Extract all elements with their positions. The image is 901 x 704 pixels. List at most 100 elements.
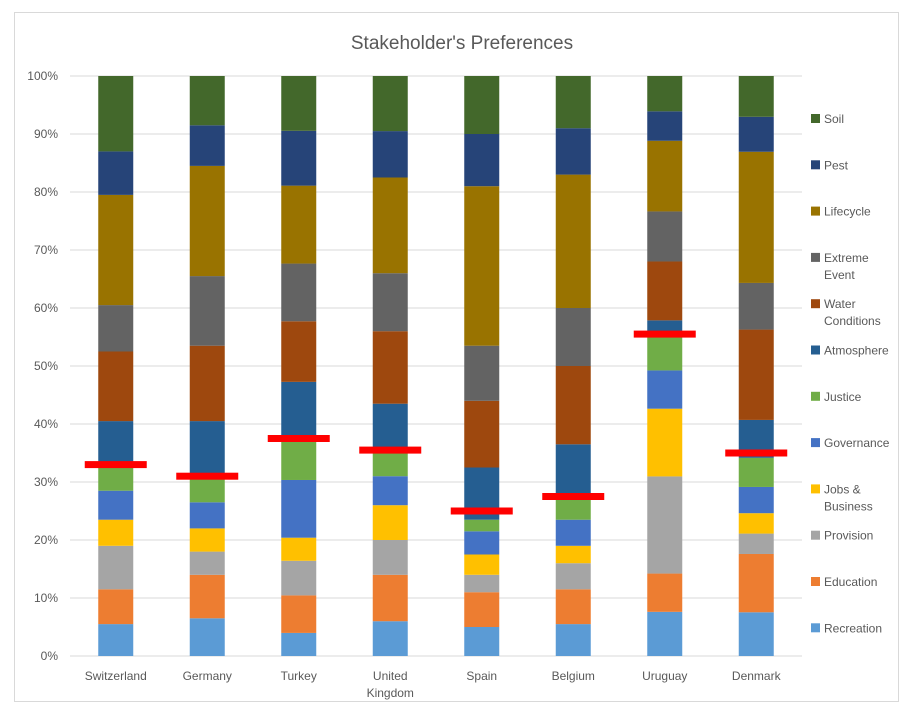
- bar-segment: [464, 186, 500, 346]
- legend-swatch: [811, 345, 820, 355]
- bar-segment: [647, 408, 683, 477]
- threshold-marker: [359, 446, 422, 454]
- bar-segment: [281, 560, 317, 596]
- chart-svg: Stakeholder's Preferences 0% 10% 20% 30% 40%…: [27, 33, 890, 700]
- bar-segment: [372, 131, 408, 178]
- legend-swatch: [811, 299, 820, 309]
- x-tick-label: United Kingdom: [367, 669, 414, 700]
- bar-segment: [189, 618, 225, 656]
- bar-segment: [647, 320, 683, 333]
- bar-segment: [372, 505, 408, 540]
- bar-segment: [98, 545, 134, 590]
- bar-segment: [647, 140, 683, 212]
- bar-segment: [555, 174, 591, 308]
- bar-segment: [281, 185, 317, 264]
- y-tick-label: 0%: [41, 649, 59, 663]
- bar-segment: [281, 381, 317, 440]
- bar-segment: [738, 329, 774, 420]
- bar-segment: [189, 421, 225, 480]
- y-tick-label: 90%: [34, 127, 58, 141]
- x-tick-label: Spain: [466, 669, 497, 683]
- bar-segment: [555, 128, 591, 175]
- bar-segment: [738, 486, 774, 514]
- bar-segment: [98, 519, 134, 546]
- legend-swatch: [811, 577, 820, 586]
- y-tick-label: 40%: [34, 417, 58, 431]
- threshold-markers: [84, 330, 788, 515]
- bar-segment: [98, 76, 134, 152]
- bar-segment: [98, 490, 134, 520]
- legend-swatch: [811, 160, 820, 170]
- bar-segment: [464, 134, 500, 187]
- y-tick-label: 30%: [34, 475, 58, 489]
- bar-segment: [464, 592, 500, 627]
- bar-segment: [738, 533, 774, 554]
- bar-segment: [647, 76, 683, 112]
- legend-swatch: [811, 484, 820, 494]
- bar-segment: [464, 627, 500, 656]
- bar-segment: [98, 151, 134, 195]
- bar-segment: [189, 502, 225, 529]
- bar-segment: [281, 537, 317, 561]
- x-tick-label: Turkey: [281, 669, 317, 683]
- y-axis-ticks: 0% 10% 20% 30% 40% 50% 60% 70% 80% 90% 100%: [27, 69, 58, 663]
- bar-segment: [281, 479, 317, 538]
- legend-item: Governance: [811, 436, 890, 450]
- threshold-marker: [267, 435, 330, 442]
- legend-item: Soil: [811, 112, 844, 126]
- chart-frame: Stakeholder's Preferences 0% 10% 20% 30% 40%…: [14, 12, 899, 702]
- bar-segment: [738, 513, 774, 534]
- legend-swatch: [811, 114, 820, 123]
- x-tick-label: Switzerland: [85, 669, 147, 683]
- bar-segment: [98, 464, 134, 491]
- bar-stack: [281, 76, 317, 656]
- chart-title: Stakeholder's Preferences: [351, 33, 573, 54]
- bar-segment: [555, 624, 591, 656]
- bar-segment: [189, 165, 225, 277]
- legend-item: Justice: [811, 390, 862, 404]
- bar-segment: [98, 421, 134, 465]
- bar-segment: [738, 76, 774, 117]
- bar-segment: [189, 276, 225, 346]
- bar-segment: [98, 589, 134, 625]
- legend-item: Lifecycle: [811, 205, 871, 219]
- legend-item: Atmosphere: [811, 344, 889, 358]
- threshold-marker: [542, 493, 605, 500]
- legend-label: Education: [824, 575, 877, 589]
- threshold-marker: [450, 507, 513, 515]
- bar-segment: [464, 400, 500, 468]
- bar-segment: [464, 554, 500, 575]
- legend-label: Lifecycle: [824, 205, 871, 219]
- bar-segment: [189, 528, 225, 552]
- bar-segment: [555, 589, 591, 625]
- legend-swatch: [811, 391, 820, 401]
- y-tick-label: 50%: [34, 359, 58, 373]
- bar-segment: [555, 308, 591, 366]
- legend-item: Recreation: [811, 621, 882, 635]
- bar-segment: [372, 453, 408, 477]
- legend-swatch: [811, 252, 820, 262]
- bar-segment: [647, 370, 683, 409]
- bar-segment: [738, 612, 774, 656]
- bar-segment: [647, 332, 683, 371]
- bar-segment: [738, 457, 774, 487]
- bar-segment: [555, 545, 591, 564]
- x-tick-label: Uruguay: [642, 669, 687, 683]
- threshold-marker: [84, 461, 147, 469]
- threshold-marker: [633, 330, 696, 338]
- bar-stack: [647, 76, 683, 656]
- bar-segment: [372, 273, 408, 332]
- bar-segment: [464, 519, 500, 532]
- bar-segment: [98, 351, 134, 422]
- y-tick-label: 100%: [27, 69, 58, 83]
- bars: [98, 76, 774, 656]
- threshold-marker: [725, 449, 788, 457]
- bar-segment: [189, 76, 225, 126]
- legend-swatch: [811, 438, 820, 448]
- bar-segment: [647, 111, 683, 141]
- bar-segment: [372, 76, 408, 132]
- bar-segment: [738, 116, 774, 152]
- bar-segment: [189, 479, 225, 503]
- bar-segment: [98, 194, 134, 306]
- bar-segment: [372, 403, 408, 453]
